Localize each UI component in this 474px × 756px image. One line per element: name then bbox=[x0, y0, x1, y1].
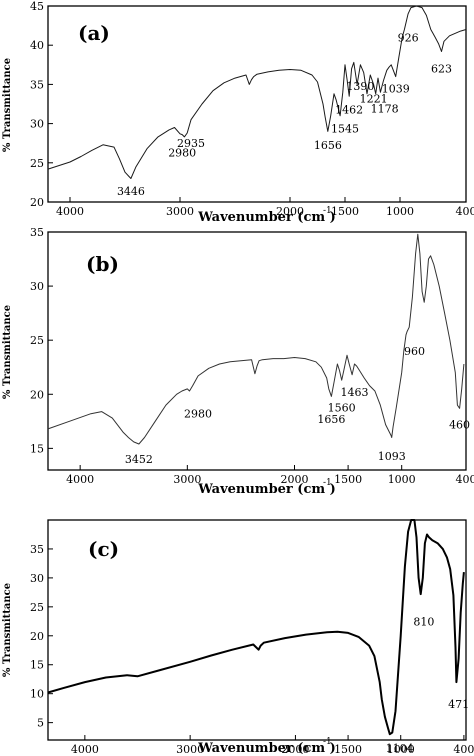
x-axis-title-superscript: -1 bbox=[323, 206, 332, 216]
x-tick-label: 2000 bbox=[281, 743, 309, 756]
y-tick-label: 30 bbox=[30, 572, 44, 585]
y-tick-label: 35 bbox=[30, 226, 44, 239]
y-tick-label: 45 bbox=[30, 0, 44, 13]
peak-label: 3446 bbox=[117, 185, 145, 198]
x-tick-label: 400 bbox=[456, 205, 474, 218]
peak-label: 1039 bbox=[382, 82, 410, 95]
x-axis-title-superscript: -1 bbox=[323, 478, 332, 488]
x-tick-label: 3000 bbox=[176, 743, 204, 756]
x-tick-label: 1500 bbox=[334, 473, 362, 486]
y-tick-label: 25 bbox=[30, 601, 44, 614]
panel-label: (a) bbox=[78, 21, 110, 45]
x-tick-label: 400 bbox=[453, 743, 474, 756]
peak-label: 1178 bbox=[371, 103, 399, 116]
peak-label: 1656 bbox=[317, 413, 345, 426]
peak-label: 1463 bbox=[341, 386, 369, 399]
x-tick-label: 4000 bbox=[66, 473, 94, 486]
peak-label: 926 bbox=[398, 31, 419, 44]
y-tick-label: 15 bbox=[30, 442, 44, 455]
peak-label: 2980 bbox=[184, 408, 212, 421]
peak-label: 1104 bbox=[386, 742, 414, 755]
panel-label: (c) bbox=[88, 537, 119, 561]
chart-panel-2: 15 20 25 30 35 4000 3000 2000 1500 1000 400 3452 298… bbox=[2, 226, 474, 497]
peak-label: 1093 bbox=[378, 450, 406, 463]
y-tick-label: 40 bbox=[30, 39, 44, 52]
panel-label: (b) bbox=[86, 252, 119, 276]
x-tick-label: 3000 bbox=[166, 205, 194, 218]
peak-label: 623 bbox=[431, 63, 452, 76]
x-tick-label: 3000 bbox=[173, 473, 201, 486]
peak-label: 2980 bbox=[168, 147, 196, 160]
y-axis-title: % Transmittance bbox=[2, 305, 13, 399]
y-tick-label: 35 bbox=[30, 543, 44, 556]
y-axis-title: % Transmittance bbox=[2, 58, 13, 152]
x-tick-label: 2000 bbox=[281, 473, 309, 486]
peak-label: 960 bbox=[404, 345, 425, 358]
x-tick-label: 1500 bbox=[331, 205, 359, 218]
peak-label: 471 bbox=[448, 698, 469, 711]
x-tick-label: 4000 bbox=[71, 743, 99, 756]
plot-frame bbox=[47, 5, 467, 203]
spectrum-line bbox=[47, 519, 465, 736]
peak-label: 1656 bbox=[314, 139, 342, 152]
peak-label: 1560 bbox=[328, 401, 356, 414]
peak-label: 1221 bbox=[360, 93, 388, 106]
plot-frame bbox=[47, 231, 467, 471]
y-tick-label: 25 bbox=[30, 157, 44, 170]
plot-frame bbox=[47, 519, 467, 741]
x-axis-title: Wavenumber (cm ) bbox=[197, 210, 336, 225]
x-axis-title-superscript: -1 bbox=[323, 737, 332, 747]
peak-label: 810 bbox=[413, 615, 434, 628]
y-tick-label: 10 bbox=[30, 688, 44, 701]
chart-panel-3: 5 10 15 20 25 30 35 4000 3000 2000 1500 1000 400 810 4… bbox=[2, 519, 474, 756]
chart-panel-1: 20 25 30 35 40 45 4000 3000 2000 1500 1000 400 3446 2… bbox=[2, 0, 474, 225]
peak-label: 2935 bbox=[177, 137, 205, 150]
y-tick-label: 30 bbox=[30, 280, 44, 293]
y-tick-label: 15 bbox=[30, 659, 44, 672]
y-tick-label: 25 bbox=[30, 334, 44, 347]
y-tick-label: 30 bbox=[30, 118, 44, 131]
peak-label: 460 bbox=[449, 419, 470, 432]
y-tick-label: 5 bbox=[37, 717, 44, 730]
x-tick-label: 400 bbox=[456, 473, 474, 486]
y-tick-label: 20 bbox=[30, 388, 44, 401]
x-tick-label: 2000 bbox=[276, 205, 304, 218]
x-axis-title: Wavenumber (cm ) bbox=[197, 741, 336, 756]
y-tick-label: 20 bbox=[30, 630, 44, 643]
x-tick-label: 4000 bbox=[56, 205, 84, 218]
peak-label: 1545 bbox=[331, 122, 359, 135]
y-tick-label: 20 bbox=[30, 196, 44, 209]
y-axis-title: % Transmittance bbox=[2, 583, 13, 677]
x-tick-label: 1000 bbox=[387, 743, 415, 756]
spectrum-line bbox=[47, 5, 467, 179]
peak-label: 1462 bbox=[335, 103, 363, 116]
x-tick-label: 1500 bbox=[334, 743, 362, 756]
peak-label: 1390 bbox=[346, 80, 374, 93]
y-tick-label: 35 bbox=[30, 78, 44, 91]
spectrum-line bbox=[47, 233, 465, 445]
x-tick-label: 1000 bbox=[388, 473, 416, 486]
x-axis-title: Wavenumber (cm ) bbox=[197, 482, 336, 497]
x-tick-label: 1000 bbox=[386, 205, 414, 218]
peak-label: 3452 bbox=[125, 453, 153, 466]
